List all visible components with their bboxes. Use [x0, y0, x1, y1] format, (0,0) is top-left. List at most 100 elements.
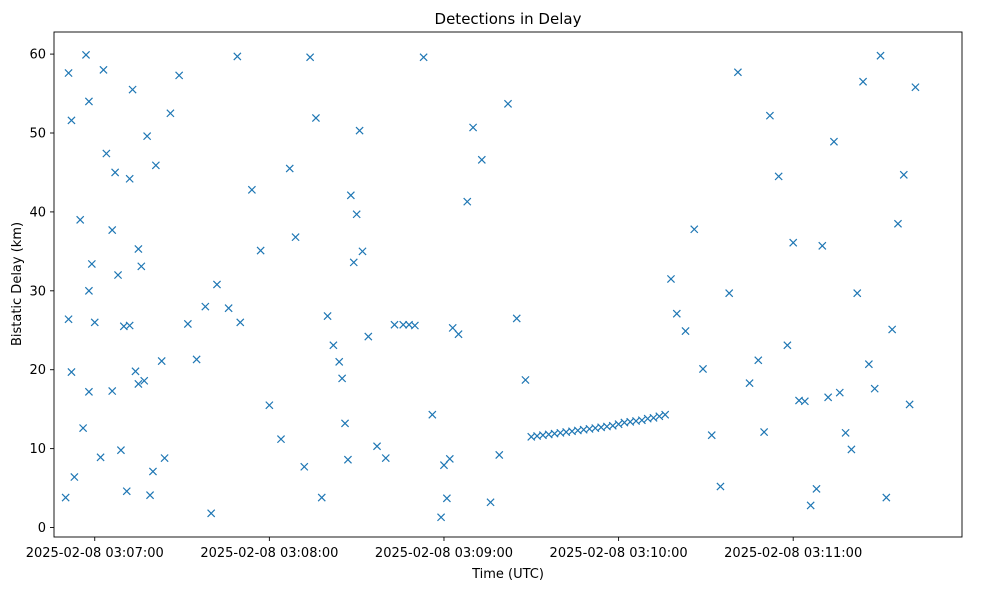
- data-point: [690, 225, 699, 234]
- data-point: [148, 467, 157, 476]
- plot-frame: [53, 31, 963, 538]
- data-point: [96, 453, 105, 462]
- data-point: [207, 509, 216, 518]
- data-point: [503, 99, 513, 108]
- data-point: [175, 71, 184, 80]
- data-point: [637, 416, 646, 425]
- data-point: [201, 302, 210, 311]
- data-point: [454, 330, 463, 339]
- data-point: [67, 116, 76, 125]
- data-point: [87, 259, 96, 269]
- y-tick-label: 50: [29, 127, 46, 142]
- data-point: [291, 233, 300, 242]
- data-point: [355, 126, 364, 135]
- data-point: [160, 454, 169, 463]
- data-point: [300, 462, 309, 471]
- y-tick-label: 30: [29, 284, 46, 299]
- data-point: [364, 332, 373, 341]
- data-point: [116, 446, 125, 455]
- data-point: [338, 374, 347, 383]
- data-point: [725, 289, 734, 298]
- data-point: [90, 318, 99, 327]
- data-point: [495, 450, 504, 459]
- data-point: [247, 185, 256, 194]
- x-tick-label: 2025-02-08 03:07:00: [26, 546, 164, 561]
- data-point: [512, 314, 521, 323]
- data-point: [835, 388, 844, 397]
- data-point: [108, 386, 117, 396]
- data-point: [716, 482, 725, 491]
- x-tick-label: 2025-02-08 03:11:00: [724, 546, 862, 561]
- data-point: [859, 77, 868, 86]
- data-point: [760, 428, 769, 437]
- data-point: [373, 442, 382, 451]
- data-point: [707, 431, 716, 440]
- data-point: [437, 513, 446, 522]
- data-point: [754, 356, 763, 365]
- x-axis-ticks: 2025-02-08 03:07:00 2025-02-08 03:08:00 20…: [26, 537, 862, 561]
- data-point: [61, 493, 70, 502]
- data-point: [140, 376, 149, 385]
- data-point: [276, 435, 286, 444]
- data-point: [134, 379, 143, 388]
- data-point: [390, 320, 399, 329]
- chart-title: Detections in Delay: [435, 10, 582, 28]
- data-point: [806, 501, 815, 510]
- data-point: [853, 289, 862, 298]
- data-point: [143, 132, 152, 141]
- data-point: [137, 262, 146, 271]
- y-tick-label: 10: [29, 442, 46, 457]
- data-point: [824, 393, 833, 402]
- y-tick-label: 60: [29, 48, 46, 63]
- data-point: [108, 226, 117, 235]
- data-point: [125, 174, 134, 183]
- data-point: [745, 379, 754, 388]
- data-point: [911, 83, 920, 92]
- data-point: [864, 360, 873, 369]
- data-point: [349, 258, 358, 267]
- data-point: [341, 419, 350, 428]
- data-point: [99, 65, 108, 74]
- data-point: [183, 319, 192, 328]
- data-point: [905, 400, 914, 409]
- data-point: [224, 304, 233, 313]
- data-point: [236, 318, 245, 327]
- data-point: [893, 219, 902, 228]
- data-point: [166, 109, 175, 118]
- data-point: [733, 68, 742, 77]
- data-point: [448, 323, 457, 332]
- data-point: [381, 454, 390, 463]
- data-point: [111, 168, 120, 177]
- data-point: [67, 368, 76, 377]
- data-point: [410, 321, 419, 330]
- data-point: [146, 491, 155, 500]
- data-point: [399, 320, 408, 329]
- data-point: [847, 445, 856, 454]
- data-point: [84, 286, 93, 295]
- data-point: [428, 410, 437, 419]
- data-point: [666, 274, 675, 284]
- data-point: [608, 421, 617, 430]
- data-point: [661, 410, 670, 419]
- data-point: [870, 384, 879, 393]
- data-point: [800, 397, 809, 406]
- data-point: [151, 161, 160, 170]
- data-point: [84, 387, 93, 396]
- data-point: [157, 357, 166, 366]
- data-point: [486, 498, 495, 507]
- data-point: [81, 50, 91, 59]
- y-axis-ticks: 0 10 20 30 40 50 60: [29, 48, 54, 536]
- data-point: [311, 113, 320, 123]
- data-point: [899, 170, 908, 179]
- data-point: [655, 412, 664, 421]
- data-point: [134, 244, 143, 254]
- data-point: [79, 424, 88, 433]
- data-point: [329, 341, 338, 350]
- data-point: [265, 401, 274, 410]
- x-tick-label: 2025-02-08 03:09:00: [375, 546, 513, 561]
- data-point: [335, 357, 344, 366]
- data-point: [841, 428, 850, 437]
- data-point: [888, 325, 897, 334]
- data-point: [352, 210, 361, 219]
- y-tick-label: 0: [38, 521, 46, 536]
